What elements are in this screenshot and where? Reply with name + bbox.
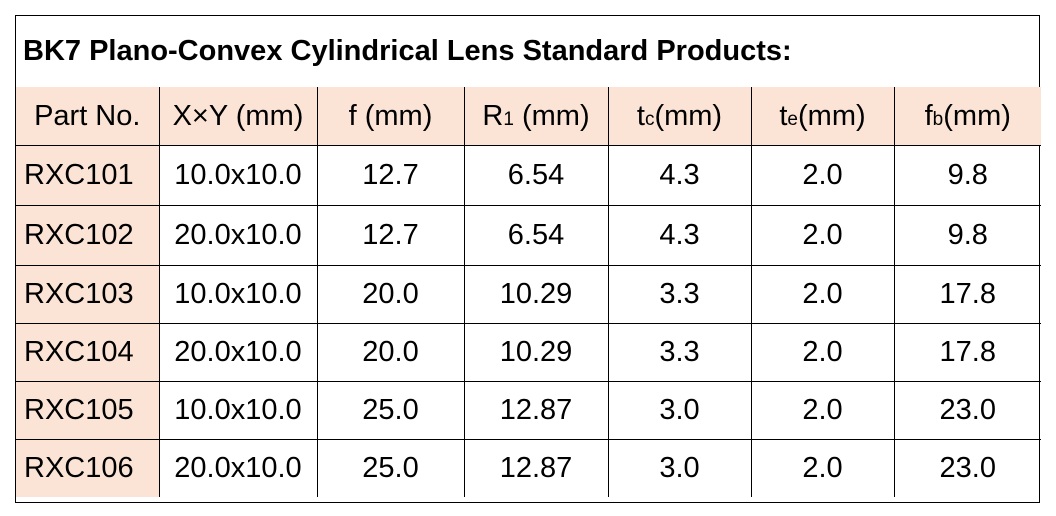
cell-te: 2.0 <box>750 323 895 382</box>
col-header-f: f (mm) <box>316 87 465 146</box>
table-row: RXC106 20.0x10.0 25.0 12.87 3.0 2.0 23.0 <box>16 439 1041 497</box>
cell-tc: 3.0 <box>607 439 752 497</box>
cell-xy: 20.0x10.0 <box>158 205 318 266</box>
cell-te: 2.0 <box>750 381 895 440</box>
cell-r1: 12.87 <box>463 439 609 497</box>
cell-te: 2.0 <box>750 205 895 266</box>
cell-part-no: RXC104 <box>16 323 160 382</box>
cell-te: 2.0 <box>750 265 895 324</box>
cell-r1: 10.29 <box>463 323 609 382</box>
cell-fb: 23.0 <box>893 439 1041 497</box>
cell-xy: 20.0x10.0 <box>158 439 318 497</box>
cell-r1: 12.87 <box>463 381 609 440</box>
cell-tc: 4.3 <box>607 205 752 266</box>
cell-fb: 9.8 <box>893 145 1041 206</box>
table-title: BK7 Plano-Convex Cylindrical Lens Standa… <box>23 35 792 67</box>
cell-tc: 4.3 <box>607 145 752 206</box>
cell-part-no: RXC106 <box>16 439 160 497</box>
cell-r1: 10.29 <box>463 265 609 324</box>
cell-part-no: RXC105 <box>16 381 160 440</box>
cell-tc: 3.3 <box>607 265 752 324</box>
cell-xy: 20.0x10.0 <box>158 323 318 382</box>
cell-f: 25.0 <box>316 439 465 497</box>
cell-part-no: RXC102 <box>16 205 160 266</box>
col-header-r1: R1 (mm) <box>463 87 609 146</box>
table-row: RXC104 20.0x10.0 20.0 10.29 3.3 2.0 17.8 <box>16 323 1041 382</box>
cell-r1: 6.54 <box>463 145 609 206</box>
cell-xy: 10.0x10.0 <box>158 265 318 324</box>
cell-f: 12.7 <box>316 205 465 266</box>
cell-tc: 3.0 <box>607 381 752 440</box>
title-row: BK7 Plano-Convex Cylindrical Lens Standa… <box>16 16 1039 88</box>
table-row: RXC101 10.0x10.0 12.7 6.54 4.3 2.0 9.8 <box>16 145 1041 206</box>
col-header-tc: tc(mm) <box>607 87 752 146</box>
cell-tc: 3.3 <box>607 323 752 382</box>
cell-te: 2.0 <box>750 439 895 497</box>
cell-r1: 6.54 <box>463 205 609 266</box>
col-header-xy: X×Y (mm) <box>158 87 318 146</box>
col-header-part-no: Part No. <box>16 87 160 146</box>
product-table-frame: BK7 Plano-Convex Cylindrical Lens Standa… <box>15 15 1041 503</box>
cell-f: 20.0 <box>316 265 465 324</box>
col-header-fb: fb(mm) <box>893 87 1041 146</box>
cell-xy: 10.0x10.0 <box>158 381 318 440</box>
table-row: RXC102 20.0x10.0 12.7 6.54 4.3 2.0 9.8 <box>16 205 1041 266</box>
header-row: Part No. X×Y (mm) f (mm) R1 (mm) tc(mm) … <box>16 87 1041 146</box>
col-header-te: te(mm) <box>750 87 895 146</box>
cell-te: 2.0 <box>750 145 895 206</box>
cell-part-no: RXC101 <box>16 145 160 206</box>
cell-f: 25.0 <box>316 381 465 440</box>
specs-table: Part No. X×Y (mm) f (mm) R1 (mm) tc(mm) … <box>16 87 1041 497</box>
table-row: RXC105 10.0x10.0 25.0 12.87 3.0 2.0 23.0 <box>16 381 1041 440</box>
cell-fb: 9.8 <box>893 205 1041 266</box>
cell-part-no: RXC103 <box>16 265 160 324</box>
cell-f: 20.0 <box>316 323 465 382</box>
cell-fb: 17.8 <box>893 323 1041 382</box>
cell-xy: 10.0x10.0 <box>158 145 318 206</box>
cell-fb: 17.8 <box>893 265 1041 324</box>
cell-f: 12.7 <box>316 145 465 206</box>
cell-fb: 23.0 <box>893 381 1041 440</box>
table-row: RXC103 10.0x10.0 20.0 10.29 3.3 2.0 17.8 <box>16 265 1041 324</box>
